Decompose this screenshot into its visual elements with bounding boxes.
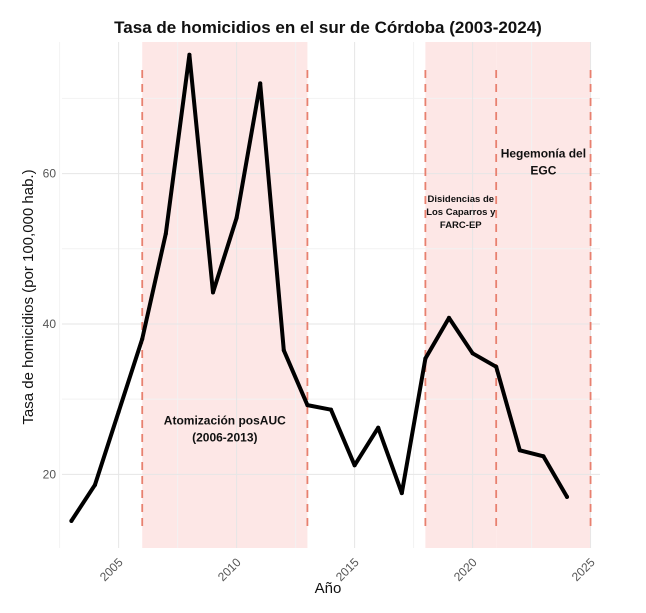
data-point [116,409,121,414]
period-label-2: Los Caparros y [426,207,496,218]
x-tick-label: 2005 [97,555,126,584]
data-point [564,494,569,499]
data-point [329,407,333,412]
data-point [305,403,310,408]
data-point [69,518,74,523]
data-point [517,448,522,453]
period-shade-1 [142,42,308,548]
data-point [470,351,475,356]
period-label-3: EGC [530,164,556,178]
x-tick-label: 2025 [569,555,598,584]
data-point [376,425,381,430]
x-axis-title: Año [315,580,342,597]
x-axis: 2005 2010 2015 2020 2025 [97,555,598,584]
period-dividers [141,70,592,527]
data-point [140,336,145,341]
y-axis: 20 40 60 [43,167,57,482]
data-point [352,463,357,468]
period-label-2: FARC-EP [440,220,482,231]
period-label-1: (2006-2013) [192,430,257,444]
data-point [187,52,192,57]
series-line [69,52,569,523]
x-tick-label: 2010 [215,555,244,584]
data-point [399,491,404,496]
period-label-1: Atomización posAUC [164,413,286,427]
data-point [258,81,263,86]
period-shading [142,42,591,548]
data-point [163,231,168,236]
series-layer [69,52,569,523]
data-point [446,315,451,320]
period-shade-2 [425,42,497,548]
x-tick-label: 2020 [451,555,480,584]
chart-title: Tasa de homicidios en el sur de Córdoba … [114,18,542,37]
data-point [211,290,216,295]
period-labels: Atomización posAUC (2006-2013) Disidencias… [164,147,586,445]
y-tick-label: 20 [43,467,57,481]
y-axis-title: Tasa de homicidios (por 100,000 hab.) [20,169,37,424]
data-point [93,482,98,487]
data-point [541,454,546,459]
data-point [494,364,499,369]
data-point [281,348,286,353]
period-shade-3 [496,42,591,548]
data-point [423,356,428,361]
period-label-2: Disidencias de [428,194,495,205]
period-label-3: Hegemonía del [501,147,586,161]
data-point [234,215,239,220]
y-tick-label: 40 [43,317,57,331]
y-tick-label: 60 [43,167,57,181]
